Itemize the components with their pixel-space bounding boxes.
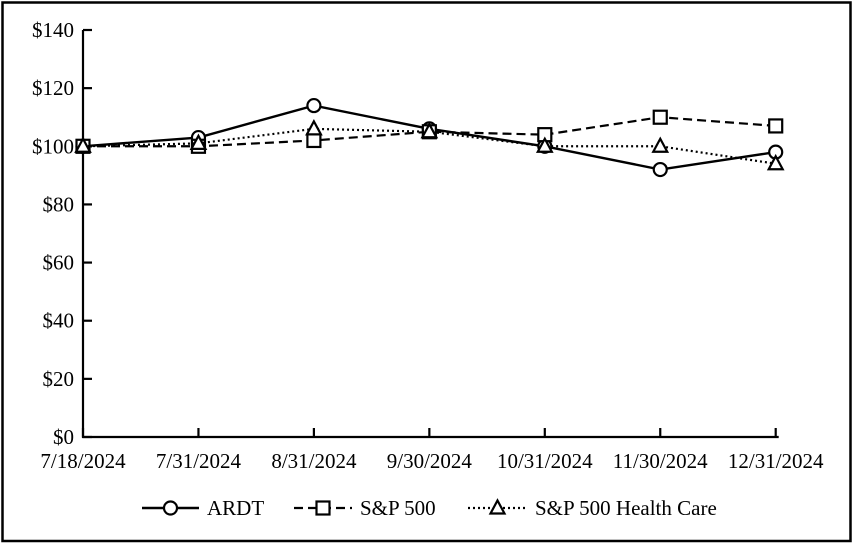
y-axis-label: $0 [53,425,74,449]
y-axis-label: $20 [43,367,75,391]
x-axis-label: 11/30/2024 [613,449,708,473]
series-s-p-500-health-care-triangle-marker [305,119,323,136]
series-s-p-500-health-care-triangle-marker [74,136,92,153]
series-s-p-500-square-marker [652,109,668,125]
series-s-p-500-square-marker [306,132,322,149]
y-axis-label: $60 [43,251,75,275]
legend-label-s-p-500: S&P 500 [360,496,436,520]
series-s-p-500-health-care-triangle-marker [535,136,554,153]
series-s-p-500-health-care-triangle-marker [651,136,670,153]
y-axis-label: $80 [43,192,75,216]
series-ardt-circle-marker [306,97,322,114]
y-axis-label: $140 [32,18,74,42]
x-axis-label: 12/31/2024 [728,449,824,473]
series-s-p-500-health-care-triangle-marker [189,133,208,150]
legend-s-p-500-square-marker [315,500,331,516]
series-s-p-500-square-marker [768,118,784,134]
x-axis-label: 10/31/2024 [497,449,593,473]
series-s-p-500-health-care-triangle-marker [420,121,439,139]
series-s-p-500-health-care-triangle-marker [766,153,785,171]
legend-s-p-500-health-care-triangle-marker [488,498,507,515]
legend-ardt-circle-marker [162,500,179,516]
series-ardt-circle-marker [652,161,668,178]
legend-label-s-p-500-health-care: S&P 500 Health Care [535,496,717,520]
x-axis-label: 9/30/2024 [387,449,473,473]
y-axis-label: $40 [43,309,75,333]
x-axis-label: 7/18/2024 [40,449,126,473]
x-axis-label: 8/31/2024 [271,449,357,473]
y-axis-label: $120 [32,76,74,100]
y-axis-label: $100 [32,134,74,158]
legend-label-ardt: ARDT [207,496,264,520]
x-axis-label: 7/31/2024 [156,449,242,473]
